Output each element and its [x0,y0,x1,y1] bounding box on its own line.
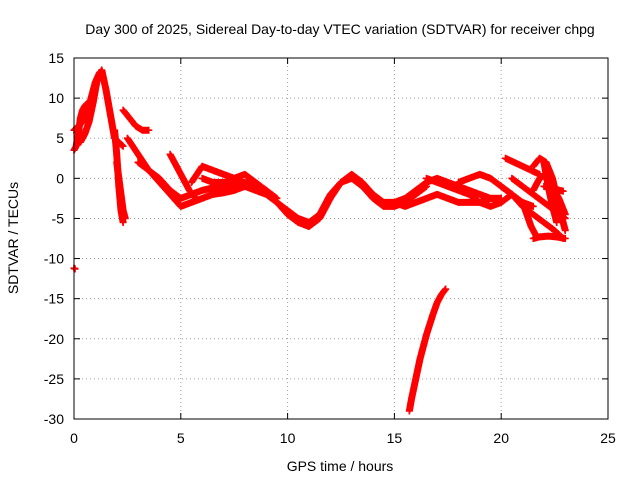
series-arc-9 [422,174,516,210]
marker-trail [120,107,152,134]
x-tick-labels: 0 5 10 15 20 25 [70,430,616,446]
marker-trail [113,159,129,221]
x-axis-label: GPS time / hours [287,458,394,474]
y-tick-label: -5 [52,210,65,226]
x-tick-label: 20 [493,430,509,446]
y-tick-label: 5 [56,130,64,146]
series-arc-3 [166,150,200,202]
series-arc-8 [405,285,450,415]
x-tick-label: 25 [600,430,616,446]
chart-title: Day 300 of 2025, Sidereal Day-to-day VTE… [85,21,594,37]
series-arc-early-7 [119,106,153,134]
marker-trail [503,155,543,178]
y-tick-label: -15 [44,291,64,307]
grid [74,58,608,419]
marker-trail [424,175,515,210]
series-arc-14 [519,198,539,238]
y-tick-label: 10 [48,90,64,106]
x-tick-label: 10 [280,430,296,446]
y-tick-label: 0 [56,170,64,186]
marker-trail [519,199,539,237]
y-tick-label: -30 [44,411,64,427]
y-tick-labels: -30 -25 -20 -15 -10 -5 0 5 10 15 [44,50,64,427]
data-markers [70,66,569,415]
y-axis-label: SDTVAR / TECUs [5,182,21,294]
y-tick-label: -20 [44,331,64,347]
plot-frame [73,57,609,420]
x-tick-label: 0 [70,430,78,446]
marker-trail [406,286,449,414]
marker-trail [71,265,79,273]
x-tick-label: 15 [387,430,403,446]
marker-trail [540,159,560,225]
series-arc-early-6 [113,158,129,222]
marker-trail [530,232,568,242]
y-tick-label: -25 [44,371,64,387]
series-arc-19 [540,158,561,226]
y-tick-label: -10 [44,251,64,267]
series-arc-17 [529,232,569,242]
marker-trail [167,151,199,201]
x-tick-label: 5 [177,430,185,446]
y-tick-label: 15 [48,50,64,66]
